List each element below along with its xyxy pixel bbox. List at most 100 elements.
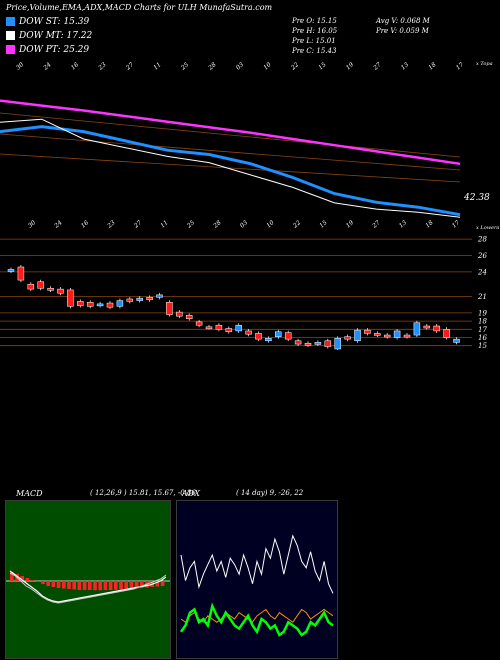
macd-histogram-bar	[67, 581, 71, 589]
adx-series-line	[180, 608, 334, 623]
candle-date-label: 25	[185, 220, 196, 230]
macd-histogram-bar	[72, 581, 76, 590]
candle-body	[27, 283, 35, 290]
candle-date-label: 13	[398, 220, 408, 230]
candle-date-label: 27	[371, 220, 382, 230]
candle-body	[126, 298, 134, 302]
ema-date-label: 17	[455, 61, 465, 71]
macd-histogram-bar	[155, 581, 160, 587]
ema-guide-line	[0, 153, 461, 183]
candle-y-tick: 21	[477, 293, 487, 301]
candle-body	[225, 328, 233, 333]
candle-date-label: 11	[159, 220, 169, 230]
candle-body	[314, 342, 322, 345]
macd-histogram-bar	[129, 581, 134, 589]
ema-date-label: 22	[289, 61, 300, 72]
ema-date-label: 15	[317, 61, 327, 71]
candle-y-tick: 16	[478, 334, 487, 342]
candle-body	[146, 297, 153, 301]
candle-y-tick: 19	[478, 309, 487, 317]
ema-guide-line	[0, 112, 461, 158]
macd-signal-line	[9, 572, 167, 604]
adx-series-line	[180, 534, 334, 594]
ema-series-line	[0, 99, 461, 166]
macd-histogram-bar	[124, 581, 128, 590]
candle-body	[334, 338, 341, 350]
macd-histogram-bar	[36, 581, 40, 582]
legend-label-mt: DOW MT: 17.22	[19, 30, 93, 41]
candle-body	[393, 330, 401, 338]
candle-body	[176, 311, 183, 317]
macd-histogram-bar	[56, 581, 61, 588]
stat-prev-low: Pre L: 15.01	[292, 37, 336, 45]
candle-date-label: 17	[451, 220, 461, 230]
legend-label-st: DOW ST: 15.39	[19, 16, 90, 27]
ema-series-line	[0, 118, 461, 218]
candle-body	[294, 340, 302, 345]
candle-body	[7, 269, 15, 272]
legend-dow-st: DOW ST: 15.39	[6, 16, 89, 27]
candle-body	[77, 301, 84, 306]
candle-body	[96, 303, 104, 307]
ema-date-label: 19	[345, 61, 355, 71]
adx-title: ADX	[182, 489, 200, 498]
candle-body	[304, 342, 312, 346]
macd-histogram-bar	[93, 581, 97, 591]
candle-axis-label: x Lowera	[476, 225, 500, 231]
candle-body	[57, 288, 64, 294]
ema-axis-label: x Topa	[476, 61, 493, 67]
macd-histogram-bar	[46, 581, 50, 586]
macd-histogram-bar	[98, 581, 102, 591]
candle-body	[195, 321, 203, 326]
macd-histogram-bar	[30, 580, 35, 581]
candle-body	[37, 281, 44, 289]
candle-date-label: 23	[106, 220, 117, 230]
candle-body	[185, 315, 193, 319]
ema-guide-line	[0, 133, 461, 171]
candle-body	[215, 324, 223, 330]
ema-date-label: 30	[15, 61, 25, 71]
candle-body	[156, 294, 163, 298]
macd-histogram-bar	[62, 581, 66, 589]
candle-body	[284, 332, 292, 340]
stat-prev-volume: Pre V: 0.059 M	[376, 27, 429, 35]
macd-histogram-bar	[77, 581, 82, 590]
macd-histogram-bar	[10, 572, 14, 581]
candle-body	[354, 329, 361, 342]
legend-dow-pt: DOW PT: 25.29	[6, 44, 89, 55]
ema-date-label: 13	[400, 61, 410, 71]
stat-avg-volume: Avg V: 0.068 M	[376, 17, 430, 25]
legend-dow-mt: DOW MT: 17.22	[6, 30, 92, 41]
candle-body	[383, 334, 391, 338]
macd-histogram-bar	[114, 581, 118, 590]
candle-y-tick: 28	[477, 236, 487, 244]
candle-body	[364, 329, 371, 334]
candle-body	[17, 266, 25, 281]
ema-date-label: 27	[372, 61, 383, 72]
last-price-label: 42.38	[464, 193, 490, 203]
candle-body	[413, 322, 421, 336]
ema-date-label: 25	[179, 61, 190, 72]
ema-date-label: 28	[207, 61, 218, 72]
chart-title: Price,Volume,EMA,ADX,MACD Charts for ULH…	[6, 3, 273, 12]
adx-params: ( 14 day) 9, -26, 22	[236, 489, 304, 497]
candle-body	[67, 289, 74, 307]
legend-swatch-st	[6, 17, 15, 26]
ema-date-label: 18	[427, 61, 437, 71]
macd-histogram-bar	[134, 581, 139, 589]
candle-y-tick: 17	[478, 326, 487, 334]
macd-histogram-bar	[140, 581, 144, 588]
candle-date-label: 18	[424, 220, 434, 230]
candle-date-label: 16	[80, 220, 90, 230]
ema-date-label: 03	[235, 61, 245, 71]
candle-y-tick: 15	[478, 342, 487, 350]
candle-body	[47, 288, 54, 291]
candle-date-label: 03	[239, 220, 249, 230]
macd-histogram-bar	[119, 581, 123, 590]
macd-histogram-bar	[88, 581, 92, 590]
macd-panel	[5, 500, 171, 659]
ema-series-line	[0, 125, 461, 217]
candle-body	[166, 301, 173, 315]
stat-prev-high: Pre H: 16.05	[292, 27, 338, 35]
candle-body	[86, 301, 94, 307]
